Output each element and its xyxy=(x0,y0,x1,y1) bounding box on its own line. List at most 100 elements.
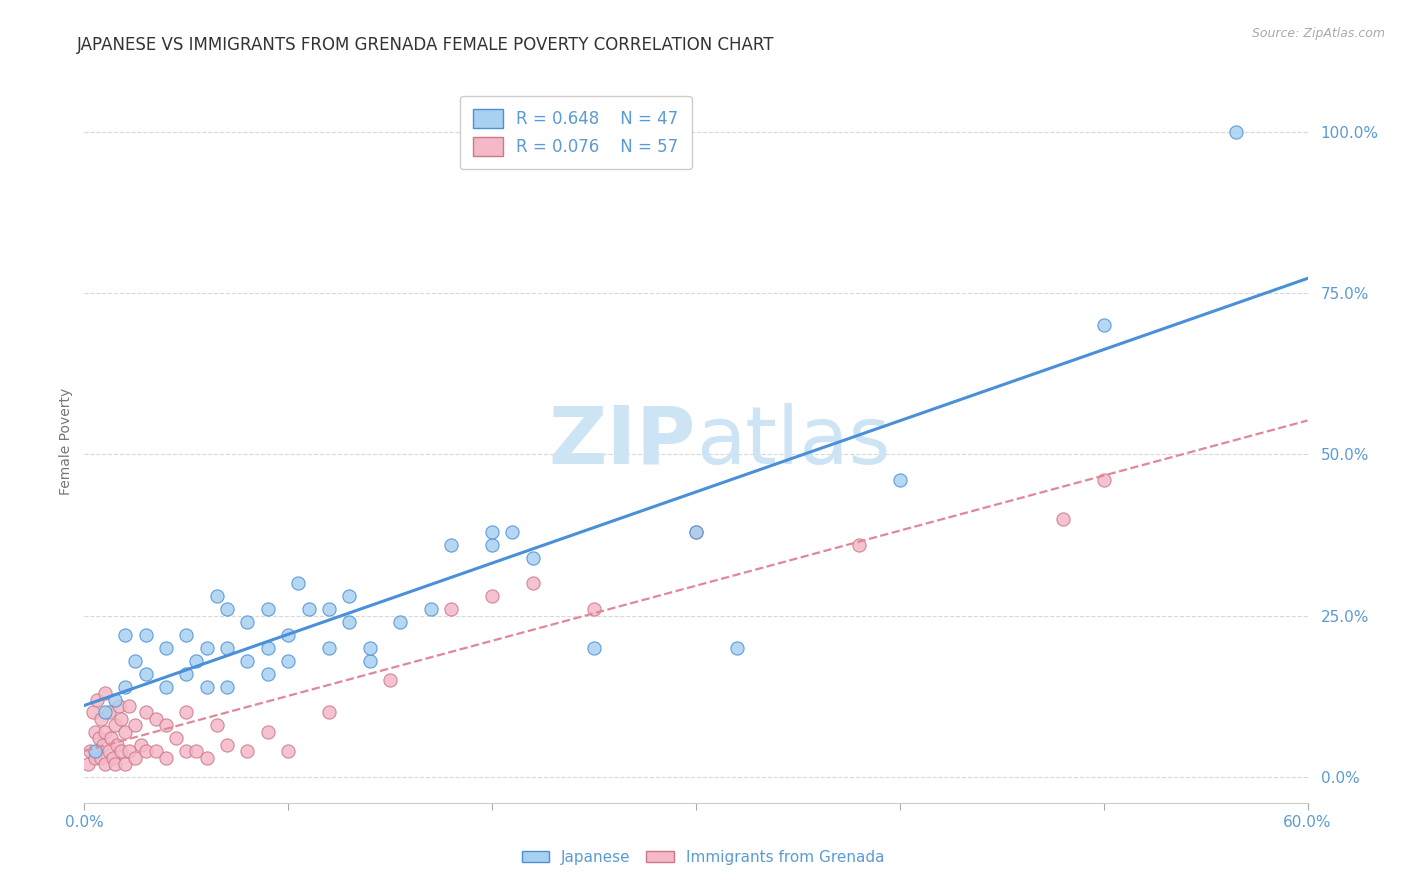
Point xyxy=(522,550,544,565)
Point xyxy=(217,640,239,655)
Point xyxy=(87,731,110,746)
Point xyxy=(257,602,280,616)
Point xyxy=(124,654,146,668)
Point xyxy=(77,757,100,772)
Point xyxy=(118,699,141,714)
Point xyxy=(195,750,218,764)
Legend: Japanese, Immigrants from Grenada: Japanese, Immigrants from Grenada xyxy=(516,844,890,871)
Point xyxy=(83,744,105,758)
Point xyxy=(440,602,463,616)
Point xyxy=(165,731,187,746)
Point xyxy=(114,724,136,739)
Point xyxy=(389,615,412,630)
Point xyxy=(174,666,197,681)
Point xyxy=(195,680,218,694)
Point xyxy=(114,680,136,694)
Text: Source: ZipAtlas.com: Source: ZipAtlas.com xyxy=(1251,27,1385,40)
Point xyxy=(318,602,340,616)
Point xyxy=(135,666,157,681)
Point xyxy=(79,744,101,758)
Point xyxy=(155,750,177,764)
Point xyxy=(155,718,177,732)
Point xyxy=(1092,473,1115,487)
Point xyxy=(195,640,218,655)
Point xyxy=(257,724,280,739)
Legend: R = 0.648    N = 47, R = 0.076    N = 57: R = 0.648 N = 47, R = 0.076 N = 57 xyxy=(460,95,692,169)
Point xyxy=(108,699,131,714)
Point xyxy=(86,744,108,758)
Point xyxy=(145,744,167,758)
Point xyxy=(93,706,115,720)
Point xyxy=(205,718,228,732)
Point xyxy=(217,680,239,694)
Point xyxy=(135,744,157,758)
Point xyxy=(86,692,108,706)
Point xyxy=(145,712,167,726)
Point xyxy=(174,706,197,720)
Point xyxy=(104,692,127,706)
Point xyxy=(217,602,239,616)
Point xyxy=(124,718,146,732)
Point xyxy=(359,654,381,668)
Point xyxy=(277,628,299,642)
Point xyxy=(257,666,280,681)
Point xyxy=(318,640,340,655)
Point xyxy=(135,706,157,720)
Point xyxy=(217,738,239,752)
Point xyxy=(155,680,177,694)
Point xyxy=(114,757,136,772)
Point xyxy=(83,724,105,739)
Point xyxy=(91,738,114,752)
Point xyxy=(257,640,280,655)
Text: atlas: atlas xyxy=(696,402,890,481)
Point xyxy=(236,654,259,668)
Point xyxy=(83,750,105,764)
Point xyxy=(186,744,208,758)
Point xyxy=(131,738,153,752)
Point xyxy=(105,738,128,752)
Point xyxy=(522,576,544,591)
Point xyxy=(118,744,141,758)
Y-axis label: Female Poverty: Female Poverty xyxy=(59,388,73,495)
Point xyxy=(110,712,132,726)
Point xyxy=(298,602,321,616)
Point xyxy=(339,615,361,630)
Point xyxy=(155,640,177,655)
Point xyxy=(359,640,381,655)
Point xyxy=(174,744,197,758)
Point xyxy=(124,750,146,764)
Point xyxy=(481,524,503,539)
Point xyxy=(1052,512,1074,526)
Point xyxy=(287,576,309,591)
Point xyxy=(97,744,120,758)
Point xyxy=(277,654,299,668)
Point xyxy=(90,712,112,726)
Point xyxy=(277,744,299,758)
Point xyxy=(440,538,463,552)
Point xyxy=(889,473,911,487)
Point xyxy=(236,615,259,630)
Point xyxy=(205,590,228,604)
Text: JAPANESE VS IMMIGRANTS FROM GRENADA FEMALE POVERTY CORRELATION CHART: JAPANESE VS IMMIGRANTS FROM GRENADA FEMA… xyxy=(77,36,775,54)
Point xyxy=(93,686,115,700)
Point xyxy=(135,628,157,642)
Point xyxy=(82,706,104,720)
Point xyxy=(101,750,124,764)
Point xyxy=(339,590,361,604)
Point xyxy=(110,744,132,758)
Point xyxy=(481,538,503,552)
Point xyxy=(174,628,197,642)
Point xyxy=(318,706,340,720)
Point xyxy=(502,524,524,539)
Point xyxy=(380,673,402,688)
Point xyxy=(93,757,115,772)
Point xyxy=(186,654,208,668)
Point xyxy=(236,744,259,758)
Point xyxy=(848,538,870,552)
Point xyxy=(685,524,707,539)
Point xyxy=(685,524,707,539)
Point xyxy=(90,750,112,764)
Point xyxy=(1225,125,1247,139)
Point xyxy=(104,718,127,732)
Point xyxy=(481,590,503,604)
